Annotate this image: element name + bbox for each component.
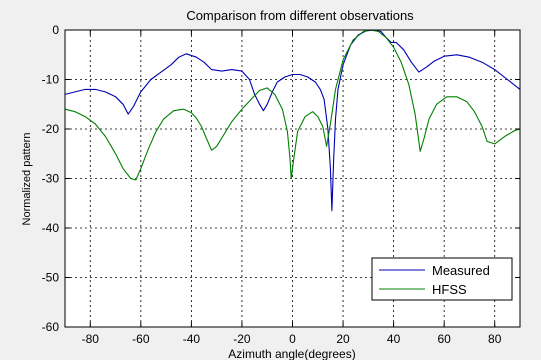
legend-label-measured: Measured	[432, 263, 490, 278]
x-tick-label: 80	[488, 332, 502, 346]
chart-title: Comparison from different observations	[186, 8, 414, 23]
y-tick-label: -20	[42, 122, 60, 136]
y-tick-label: 0	[52, 23, 59, 37]
x-tick-label: 20	[336, 332, 350, 346]
x-tick-label: -80	[82, 332, 100, 346]
y-tick-label: -10	[42, 73, 60, 87]
x-tick-label: -20	[233, 332, 251, 346]
legend: Measured HFSS	[371, 257, 513, 301]
x-axis-label: Azimuth angle(degrees)	[228, 347, 355, 360]
x-tick-label: 0	[289, 332, 296, 346]
axis-ticks: -80 -60 -40 -20 0 20 40 60 80 0 -10 -20 -30 -40 -50 -60	[42, 23, 520, 346]
legend-label-hfss: HFSS	[432, 282, 467, 297]
y-tick-label: -60	[42, 320, 60, 334]
x-tick-label: -40	[183, 332, 201, 346]
legend-box	[371, 257, 513, 301]
series-line-measured	[64, 29, 521, 212]
y-tick-label: -40	[42, 221, 60, 235]
series-layer	[64, 29, 521, 212]
x-tick-label: -60	[132, 332, 150, 346]
x-tick-label: 40	[387, 332, 401, 346]
x-tick-label: 60	[437, 332, 451, 346]
y-tick-label: -30	[42, 172, 60, 186]
y-tick-label: -50	[42, 271, 60, 285]
y-axis-label: Normalized pattern	[21, 133, 33, 226]
series-line-hfss	[64, 29, 521, 181]
